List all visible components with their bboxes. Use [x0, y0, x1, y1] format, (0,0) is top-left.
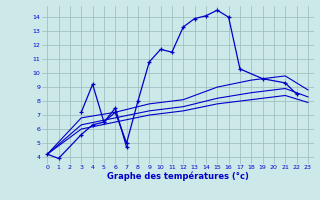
X-axis label: Graphe des températures (°c): Graphe des températures (°c)	[107, 172, 249, 181]
